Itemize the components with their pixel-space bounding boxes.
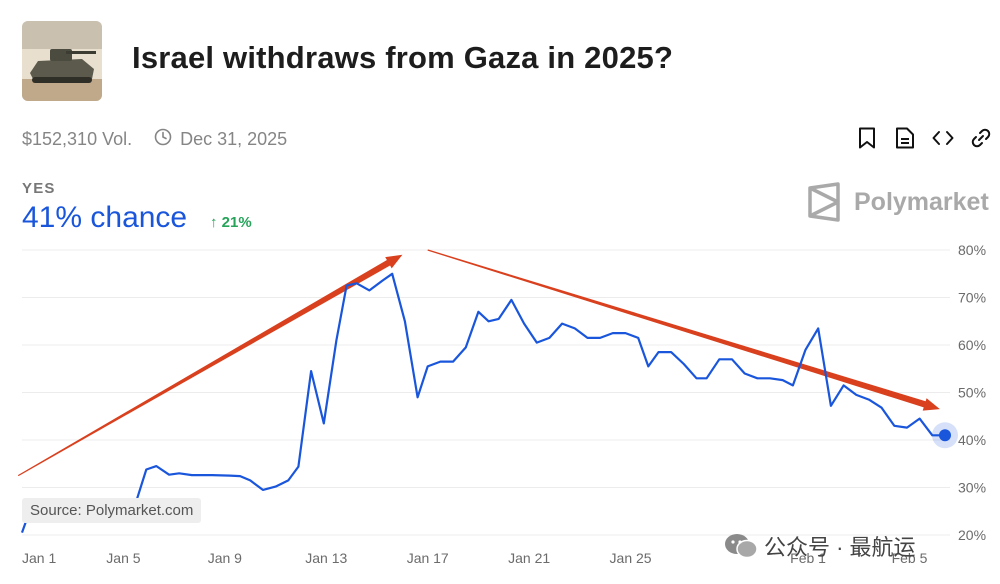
volume-text: $152,310 Vol. xyxy=(22,129,133,149)
x-tick-label: Jan 1 xyxy=(22,550,56,566)
clock-icon xyxy=(154,128,172,151)
link-icon[interactable] xyxy=(970,126,992,150)
polymarket-brand: Polymarket xyxy=(806,182,989,222)
watermark-text: 公众号 · 最航运 xyxy=(764,535,916,560)
y-tick-label: 30% xyxy=(958,480,986,496)
market-title: Israel withdraws from Gaza in 2025? xyxy=(132,40,674,75)
x-tick-label: Feb 1 xyxy=(790,550,826,566)
wechat-icon xyxy=(725,534,758,559)
end-date-text: Dec 31, 2025 xyxy=(180,129,288,149)
current-point[interactable] xyxy=(939,429,951,442)
trend-arrow xyxy=(17,254,403,477)
x-tick-label: Jan 21 xyxy=(508,550,550,566)
x-tick-label: Jan 25 xyxy=(610,550,652,566)
y-tick-label: 40% xyxy=(958,432,986,448)
y-tick-label: 70% xyxy=(958,290,986,306)
brand-name: Polymarket xyxy=(854,187,989,216)
polymarket-logo-icon xyxy=(808,182,840,222)
document-icon[interactable] xyxy=(894,126,916,150)
watermark: 公众号 · 最航运 xyxy=(724,530,916,562)
source-label: Source: Polymarket.com xyxy=(22,498,202,523)
chance-value: 41% chance xyxy=(22,201,188,234)
x-tick-label: Jan 17 xyxy=(407,550,449,566)
x-tick-label: Feb 5 xyxy=(892,550,928,566)
y-tick-label: 20% xyxy=(958,527,986,543)
embed-icon[interactable] xyxy=(932,126,954,150)
y-tick-label: 80% xyxy=(958,242,986,258)
trend-arrow xyxy=(427,249,940,411)
outcome-label: YES xyxy=(22,180,56,197)
x-tick-label: Jan 13 xyxy=(305,550,347,566)
x-tick-label: Jan 5 xyxy=(106,550,140,566)
probability-line xyxy=(20,272,945,533)
x-tick-label: Jan 9 xyxy=(208,550,242,566)
market-thumbnail-image xyxy=(22,21,102,101)
y-tick-label: 50% xyxy=(958,385,986,401)
bookmark-icon[interactable] xyxy=(856,126,878,150)
change-badge: ↑ 21% xyxy=(210,214,252,231)
y-tick-label: 60% xyxy=(958,337,986,353)
